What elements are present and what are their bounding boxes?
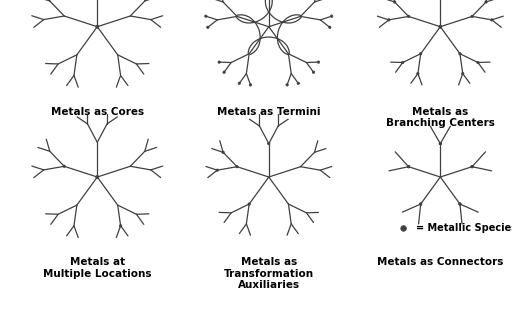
Circle shape	[408, 165, 410, 168]
Circle shape	[249, 84, 252, 86]
Circle shape	[312, 71, 315, 73]
Circle shape	[96, 25, 99, 28]
Circle shape	[439, 142, 441, 145]
Text: Metals as
Branching Centers: Metals as Branching Centers	[386, 107, 495, 129]
Circle shape	[268, 142, 270, 145]
Circle shape	[471, 165, 473, 168]
Circle shape	[63, 165, 66, 167]
Circle shape	[485, 1, 487, 3]
Circle shape	[388, 19, 390, 21]
Circle shape	[236, 165, 238, 168]
Circle shape	[459, 52, 461, 55]
Circle shape	[459, 203, 461, 205]
Circle shape	[331, 15, 333, 17]
Circle shape	[461, 72, 464, 75]
Circle shape	[419, 203, 422, 205]
Circle shape	[459, 203, 461, 205]
Circle shape	[401, 226, 407, 231]
Circle shape	[471, 15, 473, 18]
Circle shape	[297, 82, 300, 85]
Circle shape	[248, 203, 250, 205]
Circle shape	[329, 26, 331, 28]
Circle shape	[393, 1, 396, 3]
Circle shape	[216, 169, 219, 171]
Text: Metals as Cores: Metals as Cores	[51, 107, 144, 117]
Circle shape	[439, 25, 442, 28]
Circle shape	[419, 203, 422, 205]
Circle shape	[490, 19, 493, 21]
Circle shape	[222, 151, 224, 154]
Circle shape	[238, 82, 241, 85]
Circle shape	[408, 165, 410, 168]
Circle shape	[408, 15, 410, 18]
Circle shape	[417, 72, 419, 75]
Text: Metals as Connectors: Metals as Connectors	[377, 257, 503, 267]
Circle shape	[205, 15, 207, 17]
Circle shape	[96, 175, 99, 179]
Text: = Metallic Species: = Metallic Species	[416, 223, 512, 233]
Circle shape	[401, 61, 404, 64]
Circle shape	[223, 71, 225, 73]
Circle shape	[471, 165, 473, 168]
Text: Metals as Termini: Metals as Termini	[217, 107, 321, 117]
Circle shape	[207, 26, 209, 28]
Circle shape	[317, 61, 319, 63]
Circle shape	[119, 224, 122, 227]
Text: Metals as
Transformation
Auxiliaries: Metals as Transformation Auxiliaries	[224, 257, 314, 290]
Circle shape	[218, 61, 220, 63]
Text: Metals at
Multiple Locations: Metals at Multiple Locations	[43, 257, 152, 279]
Circle shape	[477, 61, 479, 64]
Circle shape	[439, 142, 441, 145]
Circle shape	[419, 52, 422, 55]
Circle shape	[286, 84, 288, 86]
